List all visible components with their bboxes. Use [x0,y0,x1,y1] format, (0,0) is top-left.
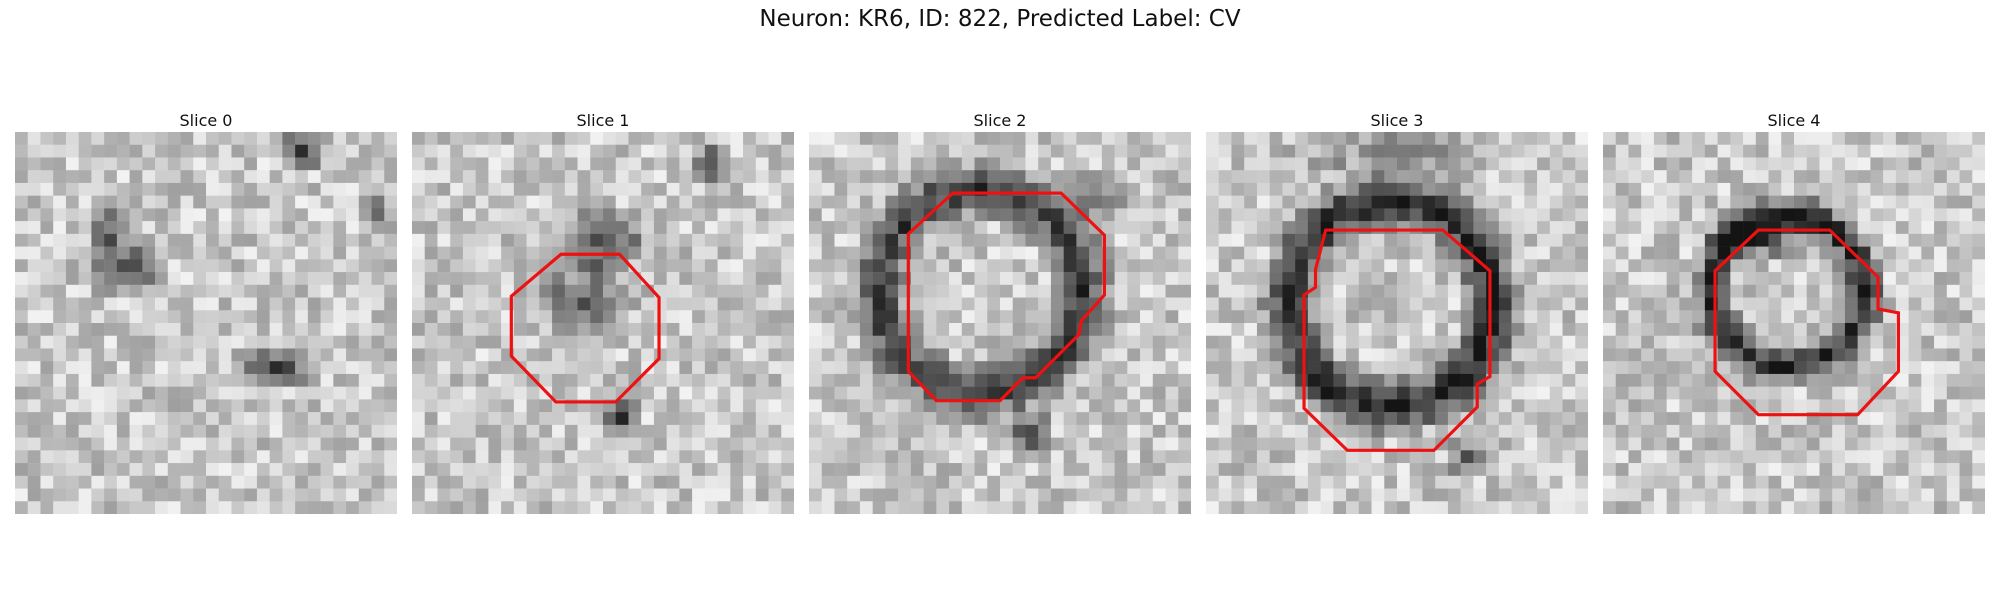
slice-title: Slice 0 [179,111,233,130]
microscopy-slice-image [412,132,794,514]
slice-title: Slice 2 [973,111,1027,130]
slice-panel-4: Slice 4 [1603,110,1985,514]
microscopy-slice-image [809,132,1191,514]
slice-title: Slice 3 [1370,111,1424,130]
microscopy-slice-image [1603,132,1985,514]
segmentation-contour [1713,228,1901,417]
microscopy-slice-image [1206,132,1588,514]
figure-title: Neuron: KR6, ID: 822, Predicted Label: C… [759,6,1241,32]
segmentation-contour [906,191,1107,403]
slice-title: Slice 4 [1767,111,1821,130]
segmentation-contour [1302,228,1492,452]
slice-panel-3: Slice 3 [1206,110,1588,514]
slice-panel-1: Slice 1 [412,110,794,514]
segmentation-contour [509,252,661,404]
slice-panel-2: Slice 2 [809,110,1191,514]
microscopy-slice-image [15,132,397,514]
slice-title: Slice 1 [576,111,630,130]
slice-panel-0: Slice 0 [15,110,397,514]
